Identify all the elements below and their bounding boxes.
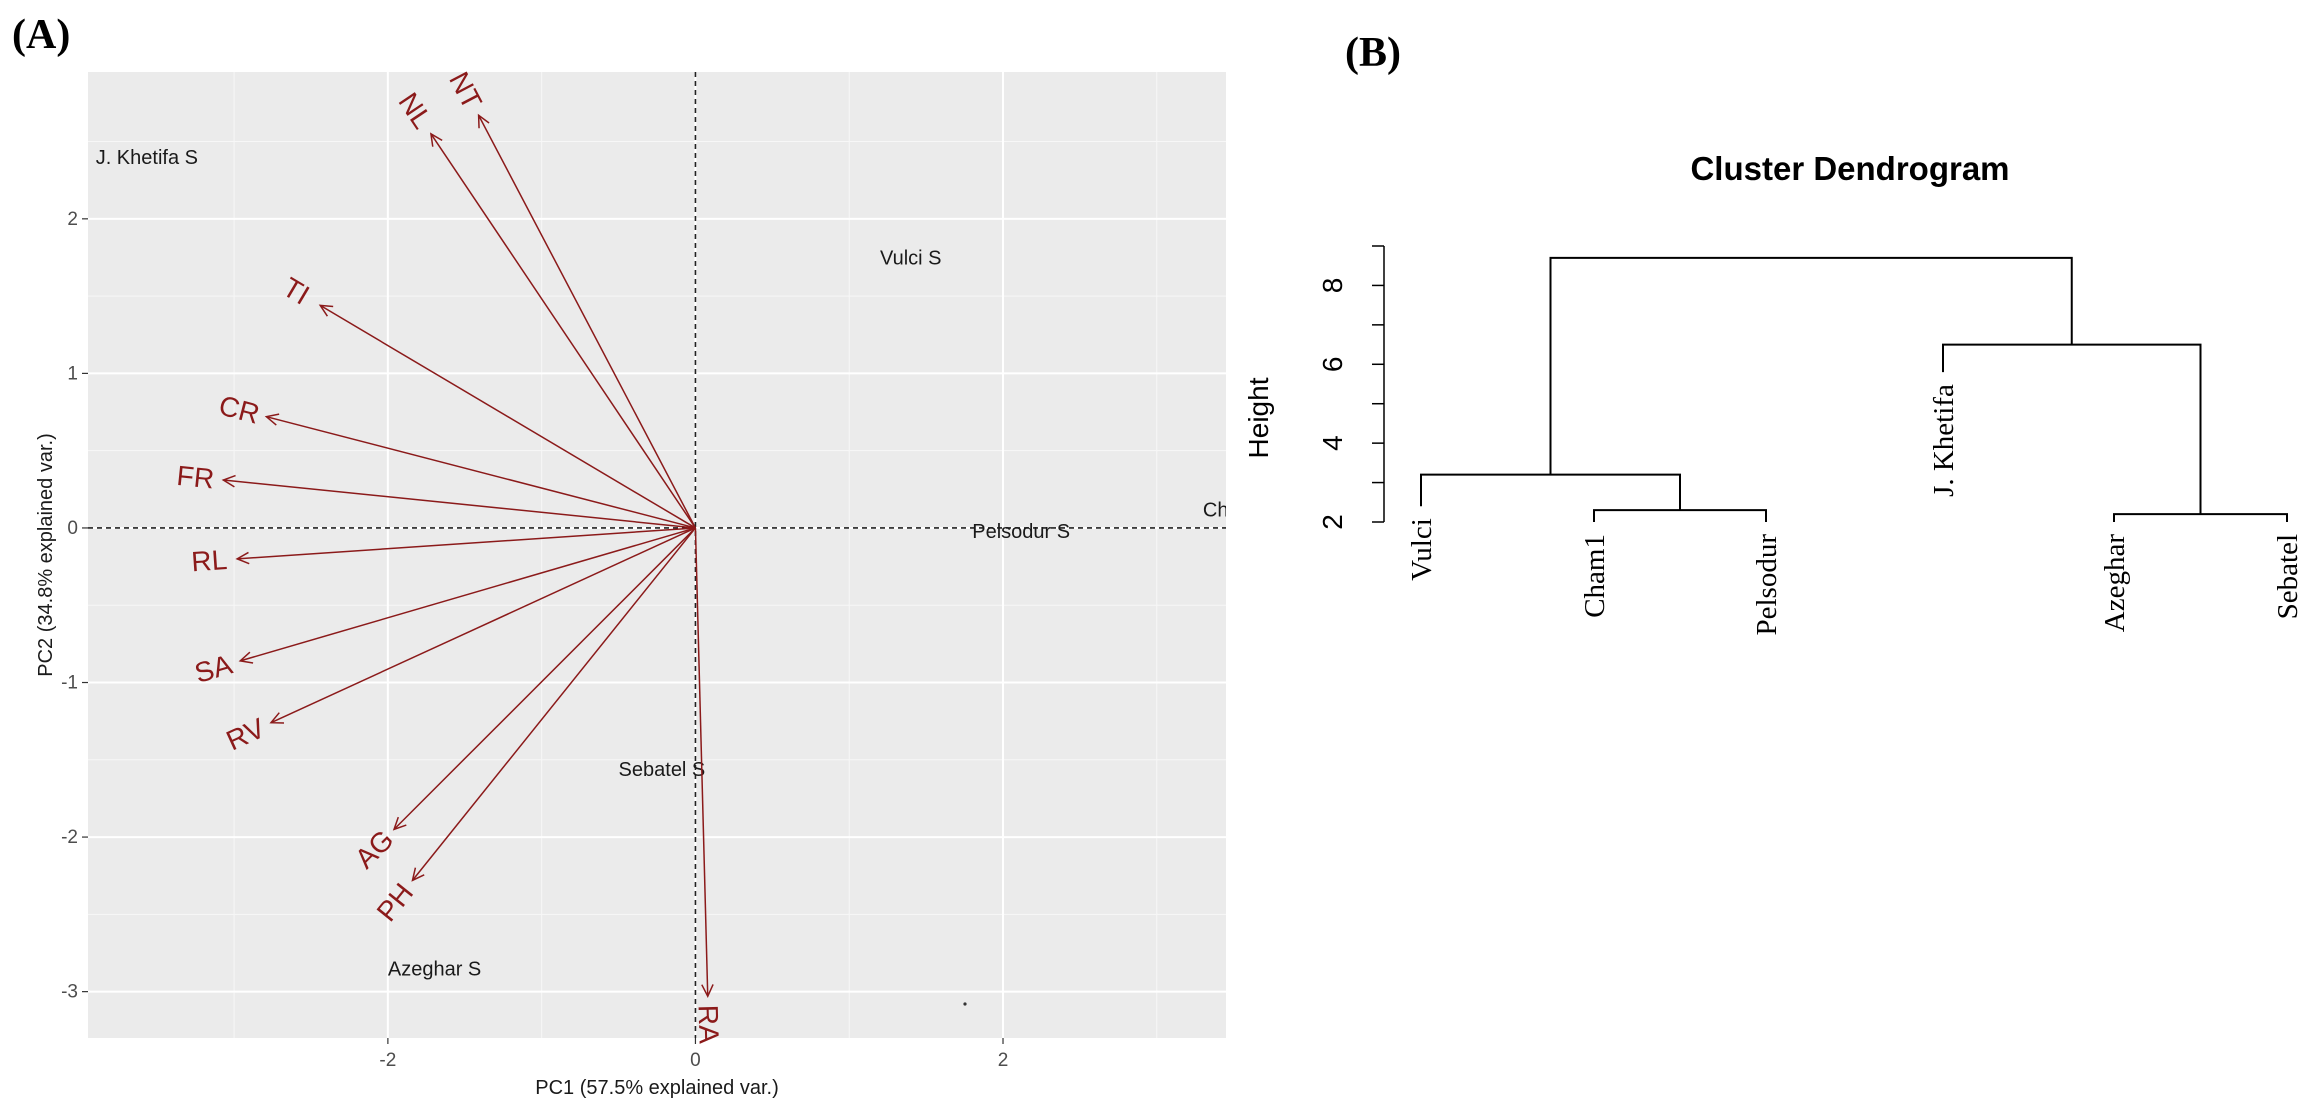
x-tick-label: 2 [998, 1050, 1009, 1071]
loading-arrow-rl [237, 527, 696, 560]
loading-arrow-ph [411, 527, 697, 881]
y-tick-label: -1 [61, 673, 78, 694]
y-tick-label: 2 [67, 209, 78, 230]
cluster-dendrogram: Cluster Dendrogram 2 4 6 8 Height Vulci Cham… [1243, 150, 2301, 636]
minor-gridlines [88, 72, 1226, 1038]
loading-arrow-ti [319, 304, 696, 529]
x-tick-label: 0 [690, 1050, 701, 1071]
x-axis-ticks: -2 0 2 [379, 1038, 1008, 1071]
y-axis-title: PC2 (34.8% explained var.) [35, 433, 57, 676]
dendrogram-axis-tick-label: 4 [1317, 435, 1348, 451]
merge-root [1549, 256, 2073, 475]
x-axis-title: PC1 (57.5% explained var.) [535, 1077, 778, 1099]
arrowhead-fr [221, 474, 236, 488]
dendrogram-y-axis: 2 4 6 8 [1317, 245, 1385, 530]
loading-arrow-fr [223, 479, 696, 529]
dendrogram-leaf-label: J. Khetifa [1928, 384, 1960, 497]
plot-panel-background [88, 72, 1226, 1038]
y-tick-label: -2 [61, 827, 78, 848]
stray-point [963, 1002, 967, 1006]
y-tick-label: 1 [67, 363, 78, 384]
arrowhead-cr [264, 413, 280, 426]
arrowhead-ph [411, 867, 425, 882]
observation-label: Azeghar S [388, 958, 481, 980]
arrowhead-rl [235, 551, 250, 565]
merge-azeghar-sebatel [2113, 513, 2288, 522]
loading-arrow-ag [393, 527, 696, 830]
loading-arrow-ra [694, 527, 709, 997]
observation-label: Pelsodur S [972, 521, 1070, 543]
loading-arrow-cr [266, 415, 696, 529]
dendrogram-y-axis-title: Height [1243, 377, 1274, 458]
arrowhead-ag [392, 816, 407, 831]
dendrogram-leaf-label: Vulci [1406, 518, 1438, 581]
dendrogram-leaf-labels: Vulci Cham1 Pelsodur J. Khetifa Azeghar Sebat… [1406, 384, 2301, 635]
observation-labels: J. Khetifa S Vulci S Pelsodur S Cham1 S Seba… [96, 147, 1286, 980]
panel-a-label: (A) [12, 12, 70, 58]
observation-label: Vulci S [880, 247, 942, 269]
arrowhead-ti [318, 304, 334, 317]
pca-biplot: -2 0 2 -3 -2 -1 0 1 2 J. Khetifa S Vulci S Pelsod… [35, 67, 1286, 1099]
arrowhead-rv [269, 712, 285, 724]
variable-label-ra: RA [693, 1004, 725, 1044]
observation-label: Sebatel S [619, 759, 706, 781]
variable-label-fr: FR [175, 460, 215, 495]
reference-lines [88, 72, 1226, 1038]
y-tick-label: 0 [67, 518, 78, 539]
dendrogram-axis-tick-label: 6 [1317, 356, 1348, 372]
loading-arrow-nl [430, 133, 697, 529]
dendrogram-axis-tick-label: 2 [1317, 514, 1348, 530]
y-tick-label: -3 [61, 982, 78, 1003]
loading-arrow-nt [477, 114, 697, 529]
merge-vulci-group [1420, 473, 1681, 511]
arrowhead-ra [701, 984, 714, 998]
dendrogram-branches [1420, 256, 2288, 522]
dendrogram-leaf-label: Sebatel [2272, 534, 2301, 619]
arrowhead-nl [429, 132, 443, 147]
variable-label-rl: RL [190, 544, 228, 577]
arrowhead-sa [238, 651, 254, 664]
observation-label: Cham1 S [1203, 499, 1286, 521]
loading-arrow-sa [240, 527, 696, 662]
dendrogram-axis-tick-label: 8 [1317, 278, 1348, 294]
merge-cham1-pelsodur [1593, 509, 1767, 522]
dendrogram-title: Cluster Dendrogram [1690, 150, 2009, 187]
observation-label: J. Khetifa S [96, 147, 198, 169]
dendrogram-leaf-label: Azeghar [2099, 534, 2131, 633]
panel-b-label: (B) [1345, 30, 1401, 76]
dendrogram-leaf-label: Pelsodur [1751, 534, 1783, 636]
loading-arrows [221, 113, 714, 998]
dendrogram-leaf-label: Cham1 [1579, 534, 1611, 618]
arrowhead-nt [477, 113, 490, 129]
merge-jkhetifa-group [1942, 343, 2202, 515]
loading-arrow-rv [270, 527, 696, 724]
y-axis-ticks: -3 -2 -1 0 1 2 [61, 209, 88, 1003]
x-tick-label: -2 [379, 1050, 396, 1071]
